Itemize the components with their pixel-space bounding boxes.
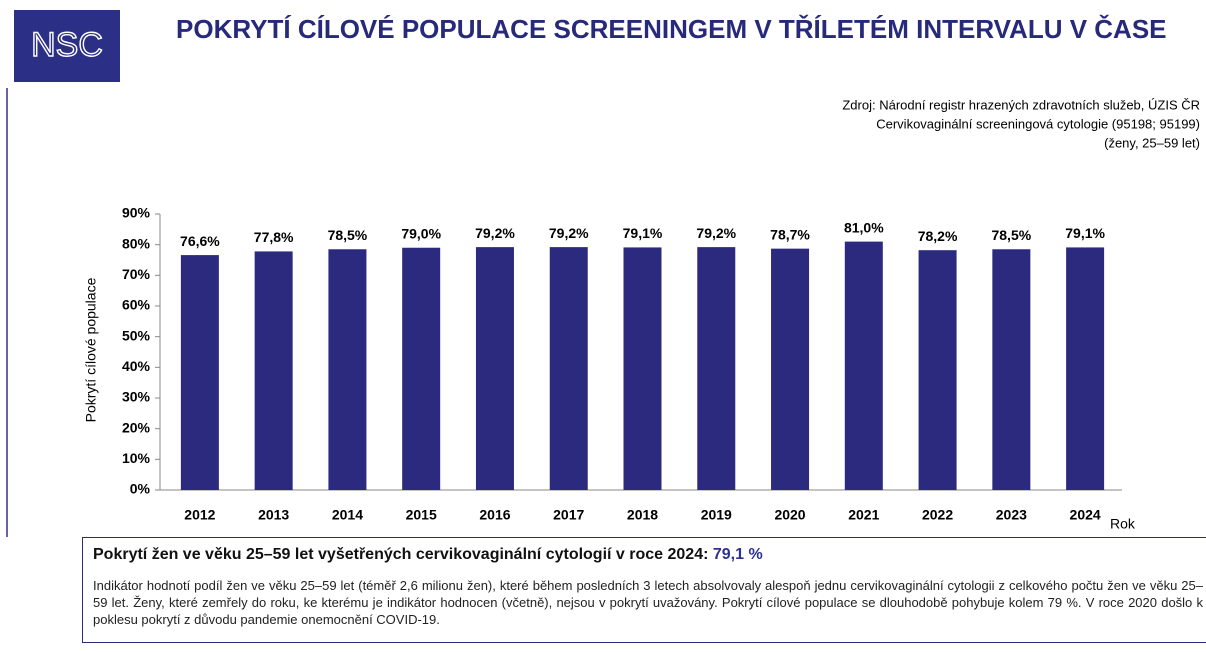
- bar: [771, 248, 810, 490]
- value-label: 76,6%: [180, 233, 220, 249]
- x-tick-label: 2021: [848, 507, 879, 523]
- y-tick-label: 50%: [122, 327, 151, 343]
- value-label: 79,0%: [401, 225, 441, 241]
- y-tick-label: 40%: [122, 358, 151, 374]
- summary-box: Pokrytí žen ve věku 25–59 let vyšetřenýc…: [82, 537, 1206, 643]
- x-axis-label: Rok: [1110, 516, 1136, 532]
- bar: [697, 247, 736, 490]
- y-tick-label: 10%: [122, 450, 151, 466]
- bar: [328, 249, 367, 490]
- bar: [402, 247, 441, 490]
- x-tick-label: 2017: [553, 507, 584, 523]
- x-tick-label: 2012: [184, 507, 215, 523]
- y-tick-label: 0%: [130, 481, 151, 497]
- value-label: 79,1%: [1065, 225, 1105, 241]
- value-label: 78,5%: [328, 227, 368, 243]
- value-label: 79,2%: [696, 225, 736, 241]
- y-tick-label: 80%: [122, 235, 151, 251]
- value-label: 78,2%: [918, 228, 958, 244]
- source-line: Zdroj: Národní registr hrazených zdravot…: [842, 97, 1200, 112]
- x-tick-label: 2024: [1070, 507, 1101, 523]
- logo-box: [14, 10, 120, 82]
- bar: [844, 241, 883, 490]
- bar: [918, 250, 957, 490]
- x-tick-label: 2015: [406, 507, 437, 523]
- value-label: 78,7%: [770, 226, 810, 242]
- value-label: 79,2%: [549, 225, 589, 241]
- y-tick-label: 20%: [122, 419, 151, 435]
- summary-title: Pokrytí žen ve věku 25–59 let vyšetřenýc…: [93, 546, 709, 563]
- value-label: 81,0%: [844, 219, 884, 235]
- summary-value: 79,1 %: [712, 546, 763, 563]
- description: Indikátor hodnotí podíl žen ve věku 25–5…: [93, 578, 1203, 627]
- summary: Pokrytí žen ve věku 25–59 let vyšetřenýc…: [93, 546, 1206, 564]
- x-tick-label: 2018: [627, 507, 658, 523]
- value-label: 79,2%: [475, 225, 515, 241]
- x-tick-label: 2020: [774, 507, 805, 523]
- y-tick-label: 70%: [122, 266, 151, 282]
- bar: [475, 247, 514, 490]
- chart: NSC POKRYTÍ CÍLOVÉ POPULACE SCREENINGEM …: [6, 10, 1200, 537]
- y-axis-label: Pokrytí cílové populace: [83, 277, 99, 422]
- value-label: 78,5%: [991, 227, 1031, 243]
- x-tick-label: 2013: [258, 507, 289, 523]
- x-tick-label: 2022: [922, 507, 953, 523]
- bar: [180, 255, 219, 490]
- bar: [623, 247, 662, 490]
- bar: [992, 249, 1031, 490]
- source-line: (ženy, 25–59 let): [1104, 135, 1200, 150]
- value-label: 79,1%: [623, 225, 663, 241]
- value-label: 77,8%: [254, 229, 294, 245]
- chart-title: POKRYTÍ CÍLOVÉ POPULACE SCREENINGEM V TŘ…: [176, 14, 1167, 44]
- y-tick-label: 30%: [122, 389, 151, 405]
- source-line: Cervikovaginální screeningová cytologie …: [876, 116, 1200, 131]
- title-box: POKRYTÍ CÍLOVÉ POPULACE SCREENINGEM V TŘ…: [176, 14, 1167, 44]
- bar: [1066, 247, 1105, 490]
- logo: NSC: [31, 26, 103, 64]
- x-tick-label: 2016: [479, 507, 510, 523]
- y-tick-label: 60%: [122, 297, 151, 313]
- x-tick-label: 2023: [996, 507, 1027, 523]
- y-tick-label: 90%: [122, 205, 151, 221]
- bar: [549, 247, 588, 490]
- x-tick-label: 2014: [332, 507, 363, 523]
- bar: [254, 251, 293, 490]
- x-tick-label: 2019: [701, 507, 732, 523]
